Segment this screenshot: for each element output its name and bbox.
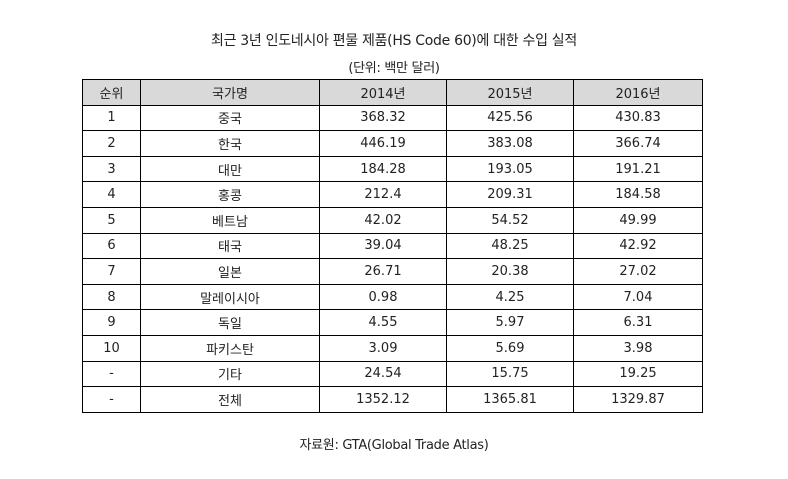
rank-cell: 8	[82, 283, 141, 311]
value-2014-cell: 1352.12	[319, 386, 447, 413]
header-year-2016: 2016년	[573, 79, 703, 106]
table-row: 6 태국 39.04 48.25 42.92	[82, 232, 703, 260]
value-2016-cell: 6.31	[573, 309, 703, 336]
value-2014-cell: 26.71	[319, 258, 447, 285]
header-country: 국가명	[140, 79, 320, 106]
country-cell: 말레이시아	[140, 283, 320, 311]
value-2014-cell: 3.09	[319, 334, 447, 362]
value-2014-cell: 184.28	[319, 155, 447, 183]
value-2015-cell: 193.05	[446, 155, 574, 183]
value-2015-cell: 54.52	[446, 206, 574, 234]
country-cell: 파키스탄	[140, 334, 320, 362]
value-2015-cell: 425.56	[446, 104, 574, 132]
table-row: 10 파키스탄 3.09 5.69 3.98	[82, 334, 703, 362]
table-header-row: 순위 국가명 2014년 2015년 2016년	[82, 79, 703, 106]
value-2016-cell: 430.83	[573, 104, 703, 132]
table-row: 8 말레이시아 0.98 4.25 7.04	[82, 283, 703, 311]
value-2015-cell: 48.25	[446, 232, 574, 260]
value-2016-cell: 366.74	[573, 130, 703, 157]
value-2016-cell: 191.21	[573, 155, 703, 183]
value-2015-cell: 4.25	[446, 283, 574, 311]
value-2015-cell: 20.38	[446, 258, 574, 285]
value-2014-cell: 446.19	[319, 130, 447, 157]
value-2014-cell: 39.04	[319, 232, 447, 260]
unit-note: (단위: 백만 달러)	[348, 61, 440, 76]
value-2016-cell: 184.58	[573, 181, 703, 208]
value-2016-cell: 27.02	[573, 258, 703, 285]
rank-cell: -	[82, 386, 141, 413]
value-2015-cell: 1365.81	[446, 386, 574, 413]
page-title: 최근 3년 인도네시아 편물 제품(HS Code 60)에 대한 수입 실적	[211, 33, 577, 49]
table-row: 4 홍콩 212.4 209.31 184.58	[82, 181, 703, 208]
country-cell: 홍콩	[140, 181, 320, 208]
value-2014-cell: 4.55	[319, 309, 447, 336]
value-2014-cell: 212.4	[319, 181, 447, 208]
value-2016-cell: 7.04	[573, 283, 703, 311]
table-row: 5 베트남 42.02 54.52 49.99	[82, 206, 703, 234]
country-cell: 기타	[140, 360, 320, 388]
rank-cell: 7	[82, 258, 141, 285]
value-2015-cell: 5.97	[446, 309, 574, 336]
rank-cell: 5	[82, 206, 141, 234]
rank-cell: 10	[82, 334, 141, 362]
table-row: 1 중국 368.32 425.56 430.83	[82, 104, 703, 132]
header-year-2015: 2015년	[446, 79, 574, 106]
import-table: 순위 국가명 2014년 2015년 2016년 1 중국 368.32 425…	[82, 79, 703, 413]
country-cell: 중국	[140, 104, 320, 132]
rank-cell: 1	[82, 104, 141, 132]
table-row-total: - 전체 1352.12 1365.81 1329.87	[82, 386, 703, 413]
value-2015-cell: 15.75	[446, 360, 574, 388]
table-row: 9 독일 4.55 5.97 6.31	[82, 309, 703, 336]
country-cell: 대만	[140, 155, 320, 183]
value-2016-cell: 49.99	[573, 206, 703, 234]
value-2015-cell: 5.69	[446, 334, 574, 362]
header-year-2014: 2014년	[319, 79, 447, 106]
country-cell: 태국	[140, 232, 320, 260]
rank-cell: 9	[82, 309, 141, 336]
source-note: 자료원: GTA(Global Trade Atlas)	[299, 438, 489, 453]
rank-cell: 3	[82, 155, 141, 183]
country-cell: 독일	[140, 309, 320, 336]
value-2015-cell: 383.08	[446, 130, 574, 157]
table-body: 1 중국 368.32 425.56 430.83 2 한국 446.19 38…	[82, 104, 703, 413]
rank-cell: 4	[82, 181, 141, 208]
rank-cell: 2	[82, 130, 141, 157]
table-row: 7 일본 26.71 20.38 27.02	[82, 258, 703, 285]
country-cell: 한국	[140, 130, 320, 157]
value-2016-cell: 19.25	[573, 360, 703, 388]
rank-cell: -	[82, 360, 141, 388]
table-row: 2 한국 446.19 383.08 366.74	[82, 130, 703, 157]
value-2016-cell: 3.98	[573, 334, 703, 362]
header-rank: 순위	[82, 79, 141, 106]
table-row: 3 대만 184.28 193.05 191.21	[82, 155, 703, 183]
value-2016-cell: 42.92	[573, 232, 703, 260]
value-2014-cell: 368.32	[319, 104, 447, 132]
value-2014-cell: 0.98	[319, 283, 447, 311]
value-2015-cell: 209.31	[446, 181, 574, 208]
table-row: - 기타 24.54 15.75 19.25	[82, 360, 703, 388]
rank-cell: 6	[82, 232, 141, 260]
value-2014-cell: 24.54	[319, 360, 447, 388]
value-2014-cell: 42.02	[319, 206, 447, 234]
value-2016-cell: 1329.87	[573, 386, 703, 413]
country-cell: 일본	[140, 258, 320, 285]
country-cell: 전체	[140, 386, 320, 413]
country-cell: 베트남	[140, 206, 320, 234]
